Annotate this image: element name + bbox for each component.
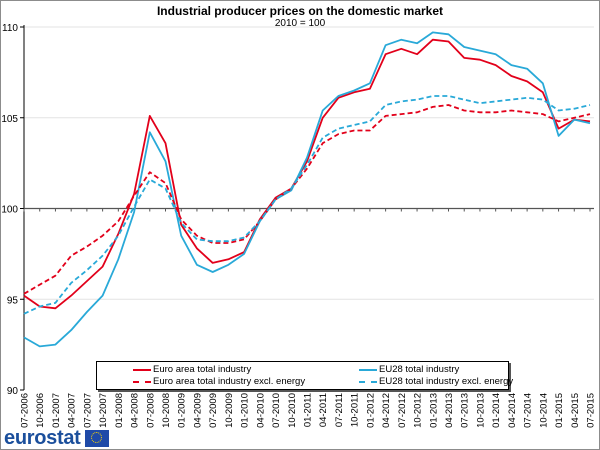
legend-label: EU28 total industry: [379, 364, 460, 375]
y-tick-label: 90: [7, 386, 19, 397]
x-tick-label: 10-2011: [350, 393, 361, 427]
x-tick-label: 04-2013: [444, 393, 455, 428]
y-tick-label: 110: [2, 23, 18, 34]
x-tick-label: 04-2007: [67, 393, 78, 428]
x-tick-label: 07-2012: [397, 393, 408, 428]
x-tick-label: 04-2015: [570, 393, 581, 428]
x-tick-label: 01-2009: [177, 393, 188, 428]
chart-title: Industrial producer prices on the domest…: [156, 4, 444, 18]
x-tick-label: 04-2010: [255, 393, 266, 428]
x-tick-label: 07-2008: [145, 393, 156, 428]
x-tick-label: 07-2006: [20, 393, 31, 428]
x-tick-label: 04-2008: [130, 393, 141, 428]
axes: [20, 25, 594, 391]
x-tick-label: 10-2013: [475, 393, 486, 428]
x-tick-label: 10-2008: [161, 393, 172, 428]
x-tick-label: 01-2008: [114, 393, 125, 428]
x-tick-label: 10-2014: [538, 393, 549, 428]
x-tick-label: 10-2009: [224, 393, 235, 428]
x-tick-label: 07-2013: [460, 393, 471, 428]
series-line-euro-area-total-industry: [23, 38, 591, 310]
legend-item-euro-area-excl-energy: Euro area total industry excl. energy: [133, 376, 305, 387]
x-tick-label: 01-2014: [491, 393, 502, 428]
legend-swatch: [133, 368, 151, 371]
legend-label: Euro area total industry excl. energy: [153, 376, 306, 387]
legend-item-eu28-total: EU28 total industry: [359, 364, 459, 375]
eurostat-logo: eurostat: [4, 427, 109, 450]
series-lines: [23, 31, 591, 348]
x-tick-label: 04-2014: [507, 393, 518, 428]
y-tick-labels: 90 95 100 105 110: [1, 23, 18, 397]
x-tick-label: 01-2007: [51, 393, 62, 428]
x-tick-labels: 07-2006 10-2006 01-2007 04-2007 07-2007 10-20…: [20, 393, 597, 428]
x-tick-label: 01-2012: [365, 393, 376, 428]
series-line-euro-area-total-industry-excl-energy: [23, 104, 591, 295]
x-tick-label: 01-2013: [428, 393, 439, 428]
x-tick-label: 01-2011: [303, 393, 314, 427]
x-tick-label: 10-2007: [98, 393, 109, 428]
y-tick-label: 105: [1, 114, 18, 125]
legend-label: Euro area total industry: [153, 364, 252, 375]
series-line-eu28-total-industry: [23, 31, 591, 348]
legend-swatch: [359, 368, 377, 371]
y-tick-label: 95: [7, 295, 19, 306]
legend-swatch: [133, 380, 151, 383]
x-tick-label: 04-2009: [192, 393, 203, 428]
legend-item-euro-area-total: Euro area total industry: [133, 364, 251, 375]
legend-swatch: [359, 380, 377, 383]
x-tick-label: 07-2007: [82, 393, 93, 428]
x-tick-label: 07-2010: [271, 393, 282, 428]
x-tick-label: 01-2015: [554, 393, 565, 428]
legend: Euro area total industry EU28 total indu…: [96, 361, 513, 390]
y-tick-label: 100: [1, 205, 18, 216]
x-tick-label: 07-2011: [334, 393, 345, 427]
x-tick-label: 01-2010: [240, 393, 251, 428]
eu-flag-icon: [84, 430, 109, 447]
chart-subtitle: 2010 = 100: [274, 18, 326, 29]
x-tick-label: 10-2012: [413, 393, 424, 428]
legend-label: EU28 total industry excl. energy: [379, 376, 514, 387]
x-tick-label: 04-2011: [318, 393, 329, 427]
logo-text: eurostat: [4, 427, 81, 449]
x-tick-label: 10-2006: [35, 393, 46, 428]
x-tick-label: 07-2014: [523, 393, 534, 428]
legend-item-eu28-excl-energy: EU28 total industry excl. energy: [359, 376, 513, 387]
x-tick-label: 07-2015: [586, 393, 597, 428]
x-tick-label: 04-2012: [381, 393, 392, 428]
gridlines: [24, 26, 594, 300]
x-tick-label: 10-2010: [287, 393, 298, 428]
x-tick-label: 07-2009: [208, 393, 219, 428]
